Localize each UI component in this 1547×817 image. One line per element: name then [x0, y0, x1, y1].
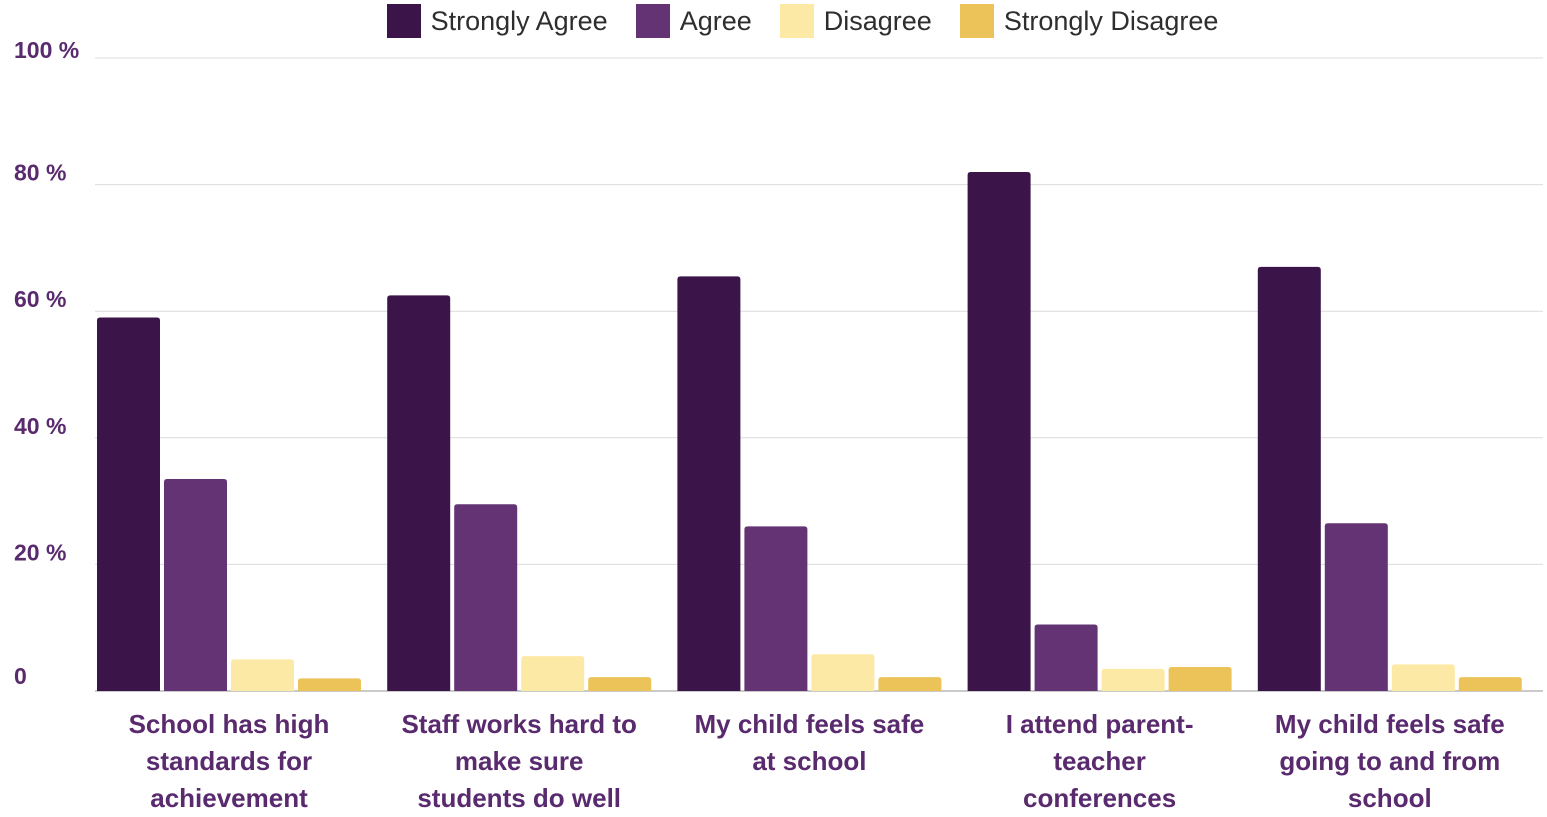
category-label-2: Staff works hard to make sure students do …: [384, 706, 654, 817]
bar-agree-cat-5: [1324, 523, 1388, 691]
category-label-4: I attend parent-teacher conferences: [965, 706, 1235, 817]
bar-disagree-cat-3: [811, 654, 875, 691]
category-label-line: standards for: [145, 746, 313, 776]
bar-strongly-agree-cat-1: [97, 317, 160, 691]
category-label-line: Staff works hard to: [401, 709, 637, 739]
bar-disagree-cat-4: [1101, 668, 1165, 691]
bar-strongly-disagree-cat-2: [588, 677, 652, 691]
legend-swatch-disagree: [779, 4, 814, 38]
bar-agree-cat-2: [454, 504, 518, 691]
category-label-line: school: [1347, 783, 1432, 813]
legend-label-strongly-agree: Strongly Agree: [430, 5, 608, 36]
bar-strongly-disagree-cat-3: [878, 677, 942, 691]
bar-strongly-agree-cat-3: [677, 276, 741, 691]
category-label-line: achievement: [150, 783, 308, 813]
legend-swatch-strongly-disagree: [959, 4, 994, 38]
category-label-line: students do well: [417, 783, 622, 813]
category-label-line: I attend parent-: [1005, 709, 1194, 739]
y-tick-label-80: 80 %: [14, 160, 66, 186]
legend-label-agree: Agree: [679, 5, 752, 36]
bar-strongly-agree-cat-5: [1257, 266, 1321, 691]
legend-swatch-strongly-agree: [386, 4, 421, 38]
legend-item-agree: Agree: [635, 4, 752, 38]
bar-agree-cat-1: [164, 478, 227, 691]
y-tick-label-40: 40 %: [14, 413, 66, 439]
y-tick-label-60: 60 %: [14, 286, 66, 312]
category-label-line: make sure: [454, 746, 584, 776]
category-label-line: School has high: [128, 709, 330, 739]
bar-disagree-cat-5: [1391, 664, 1455, 691]
bar-strongly-disagree-cat-4: [1168, 666, 1232, 691]
bar-strongly-agree-cat-4: [967, 171, 1031, 691]
category-label-5: My child feels safe going to and from scho…: [1255, 706, 1525, 817]
legend-label-strongly-disagree: Strongly Disagree: [1003, 5, 1219, 36]
category-label-line: conferences: [1023, 783, 1177, 813]
bar-disagree-cat-2: [521, 656, 585, 691]
bar-strongly-agree-cat-2: [387, 295, 451, 691]
legend-item-disagree: Disagree: [779, 4, 932, 38]
bar-disagree-cat-1: [231, 659, 294, 691]
legend-item-strongly-agree: Strongly Agree: [386, 4, 608, 38]
category-label-line: going to and from: [1279, 746, 1501, 776]
bar-strongly-disagree-cat-5: [1458, 677, 1522, 691]
category-label-line: My child feels safe: [1274, 709, 1505, 739]
category-label-3: My child feels safe at school: [674, 706, 944, 780]
y-tick-label-100: 100 %: [14, 37, 79, 63]
bar-agree-cat-3: [744, 526, 808, 691]
bar-strongly-disagree-cat-1: [298, 678, 361, 691]
legend-label-disagree: Disagree: [823, 5, 932, 36]
category-label-line: My child feels safe: [694, 709, 925, 739]
legend-item-strongly-disagree: Strongly Disagree: [959, 4, 1219, 38]
category-label-1: School has high standards for achievement: [94, 706, 364, 817]
bar-agree-cat-4: [1034, 624, 1098, 691]
y-tick-label-0: 0: [14, 663, 27, 689]
legend: Strongly Agree Agree Disagree Strongly D…: [0, 4, 1547, 38]
legend-swatch-agree: [635, 4, 670, 38]
category-label-line: teacher: [1053, 746, 1146, 776]
category-label-line: at school: [752, 746, 867, 776]
y-tick-label-20: 20 %: [14, 539, 66, 565]
